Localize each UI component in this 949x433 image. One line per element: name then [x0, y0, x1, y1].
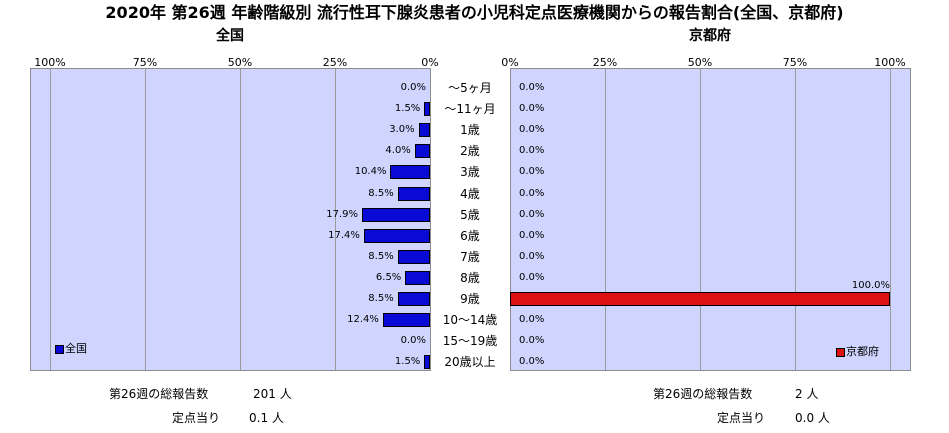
right-legend: 京都府: [836, 345, 879, 359]
right-value-label: 0.0%: [519, 314, 545, 326]
left-bar: [424, 355, 430, 370]
left-bar: [382, 313, 430, 328]
right-value-label: 0.0%: [519, 271, 545, 283]
left-bar: [424, 102, 430, 117]
category-label: ～11ヶ月: [444, 102, 496, 117]
right-total-label: 第26週の総報告数: [653, 387, 753, 401]
left-value-label: 8.5%: [368, 250, 394, 262]
left-value-label: 17.9%: [326, 208, 358, 220]
category-label: 7歳: [460, 249, 480, 264]
category-label: 10～14歳: [442, 313, 498, 328]
left-per-label: 定点当り: [172, 411, 221, 425]
left-value-label: 12.4%: [347, 314, 379, 326]
left-gridline: [240, 69, 241, 370]
left-bar: [390, 165, 430, 180]
left-bar: [397, 186, 430, 201]
left-value-label: 0.0%: [400, 335, 426, 347]
left-bar: [405, 270, 430, 285]
category-label: 8歳: [460, 270, 480, 285]
legend-label-right: 京都府: [846, 345, 879, 358]
legend-swatch-left: [55, 344, 64, 354]
right-value-label: 0.0%: [519, 145, 545, 157]
left-total-value: 201 人: [253, 387, 292, 401]
right-tick-label: 50%: [687, 56, 713, 69]
right-tick-label: 0%: [501, 56, 519, 69]
right-bar: [510, 292, 890, 306]
right-tick-label: 75%: [782, 56, 808, 69]
category-label: 2歳: [460, 144, 480, 159]
right-tick-label: 100%: [874, 56, 906, 69]
legend-label-left: 全国: [65, 342, 87, 355]
category-label: 5歳: [460, 207, 480, 222]
category-label: 15～19歳: [442, 334, 498, 349]
left-bar: [361, 207, 430, 222]
right-tick-label: 25%: [592, 56, 618, 69]
right-value-label: 0.0%: [519, 124, 545, 136]
right-value-label: 0.0%: [519, 187, 545, 199]
left-value-label: 10.4%: [354, 166, 387, 178]
left-bar: [397, 292, 430, 306]
left-value-label: 4.0%: [385, 145, 411, 157]
chart-title: 2020年 第26週 年齢階級別 流行性耳下腺炎患者の小児科定点医療機関からの報…: [105, 3, 844, 22]
category-label: 4歳: [460, 186, 480, 201]
left-legend: 全国: [55, 342, 87, 356]
left-tick-label: 50%: [227, 56, 253, 69]
left-value-label: 1.5%: [394, 103, 421, 115]
left-tick-label: 25%: [322, 56, 348, 69]
left-value-label: 6.5%: [375, 271, 402, 283]
left-value-label: 1.5%: [394, 356, 421, 368]
right-value-label: 100.0%: [851, 280, 890, 291]
category-label: ～5ヶ月: [448, 81, 492, 95]
right-value-label: 0.0%: [519, 103, 545, 115]
left-total-label: 第26週の総報告数: [109, 387, 209, 401]
right-value-label: 0.0%: [519, 229, 545, 241]
right-plot-area: [510, 68, 911, 371]
left-value-label: 3.0%: [389, 124, 415, 136]
left-value-label: 0.0%: [400, 82, 426, 93]
left-value-label: 8.5%: [368, 187, 394, 199]
left-value-label: 17.4%: [328, 229, 360, 241]
left-tick-label: 0%: [421, 56, 439, 69]
left-gridline: [50, 69, 51, 370]
left-gridline: [335, 69, 336, 370]
left-tick-label: 75%: [132, 56, 158, 69]
right-per-label: 定点当り: [717, 411, 766, 425]
category-label: 20歳以上: [444, 355, 496, 370]
right-value-label: 0.0%: [519, 335, 545, 347]
left-value-label: 8.5%: [368, 293, 394, 304]
left-panel-title: 全国: [216, 28, 244, 44]
category-label: 9歳: [460, 292, 480, 306]
left-bar: [363, 228, 430, 243]
left-per-value: 0.1 人: [249, 411, 284, 425]
right-value-label: 0.0%: [519, 82, 545, 93]
right-value-label: 0.0%: [519, 166, 545, 178]
left-gridline: [145, 69, 146, 370]
category-label: 1歳: [460, 123, 480, 138]
right-gridline: [890, 69, 891, 370]
left-bar: [418, 123, 430, 138]
category-label: 3歳: [460, 165, 480, 180]
right-gridline: [605, 69, 606, 370]
left-bar: [397, 249, 430, 264]
right-gridline: [795, 69, 796, 370]
right-value-label: 0.0%: [519, 356, 545, 368]
right-total-value: 2 人: [795, 387, 819, 401]
left-bar: [414, 144, 430, 159]
right-panel-title: 京都府: [689, 28, 731, 44]
category-label: 6歳: [460, 228, 480, 243]
legend-swatch-right: [836, 347, 845, 357]
right-value-label: 0.0%: [519, 250, 545, 262]
right-value-label: 0.0%: [519, 208, 545, 220]
right-gridline: [700, 69, 701, 370]
right-per-value: 0.0 人: [795, 411, 830, 425]
left-tick-label: 100%: [34, 56, 66, 69]
